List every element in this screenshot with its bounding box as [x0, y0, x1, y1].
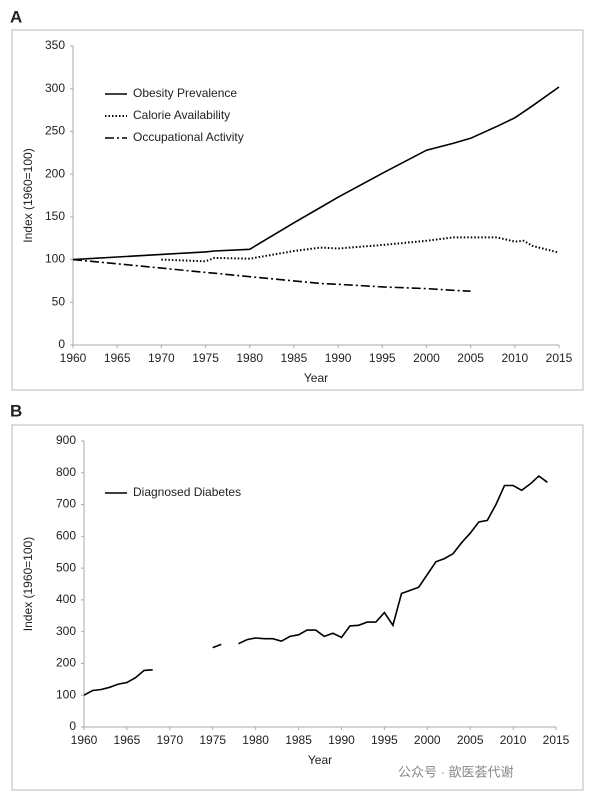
series-line [161, 236, 560, 263]
y-tick-label: 800 [56, 465, 76, 479]
x-tick-label: 1975 [192, 351, 219, 365]
x-tick-label: 2010 [500, 733, 527, 747]
x-tick-label: 1980 [236, 351, 263, 365]
y-axis-label: Index (1960=100) [21, 537, 35, 631]
series-line [72, 86, 560, 261]
y-axis-label: Index (1960=100) [21, 148, 35, 242]
y-tick-label: 250 [45, 124, 65, 138]
panel-label: B [10, 401, 22, 420]
x-axis-label: Year [304, 371, 328, 385]
x-tick-label: 1980 [242, 733, 269, 747]
x-tick-label: 1985 [281, 351, 308, 365]
x-tick-label: 2005 [457, 351, 484, 365]
y-tick-label: 500 [56, 560, 76, 574]
x-tick-label: 1965 [114, 733, 141, 747]
y-tick-label: 700 [56, 497, 76, 511]
x-tick-label: 1990 [328, 733, 355, 747]
x-tick-label: 2000 [413, 351, 440, 365]
y-tick-label: 100 [45, 252, 65, 266]
x-tick-label: 1995 [369, 351, 396, 365]
y-tick-label: 150 [45, 209, 65, 223]
x-tick-label: 1965 [104, 351, 131, 365]
x-tick-label: 2010 [501, 351, 528, 365]
x-tick-label: 1995 [371, 733, 398, 747]
x-tick-label: 2015 [546, 351, 573, 365]
legend-label: Obesity Prevalence [133, 86, 237, 100]
y-tick-label: 50 [52, 294, 66, 308]
y-tick-label: 350 [45, 38, 65, 52]
series-line [72, 258, 471, 292]
x-tick-label: 1960 [71, 733, 98, 747]
y-tick-label: 300 [56, 624, 76, 638]
series-line [83, 474, 548, 696]
x-tick-label: 2000 [414, 733, 441, 747]
panel-frame [11, 29, 584, 391]
y-tick-label: 600 [56, 529, 76, 543]
x-axis-label: Year [308, 753, 332, 767]
legend-label: Diagnosed Diabetes [133, 485, 241, 499]
y-tick-label: 100 [56, 687, 76, 701]
y-tick-label: 400 [56, 592, 76, 606]
x-tick-label: 2005 [457, 733, 484, 747]
y-tick-label: 0 [69, 719, 76, 733]
y-tick-label: 0 [58, 337, 65, 351]
y-tick-label: 200 [45, 166, 65, 180]
legend-label: Calorie Availability [133, 108, 230, 122]
x-tick-label: 1970 [156, 733, 183, 747]
y-tick-label: 300 [45, 81, 65, 95]
watermark: 公众号 · 歆医荟代谢 [398, 764, 514, 779]
x-tick-label: 1970 [148, 351, 175, 365]
panel-label: A [10, 7, 22, 26]
y-tick-label: 900 [56, 433, 76, 447]
legend-label: Occupational Activity [133, 130, 244, 144]
panel-frame [11, 424, 584, 791]
x-tick-label: 1990 [325, 351, 352, 365]
x-tick-label: 1960 [60, 351, 87, 365]
x-tick-label: 1985 [285, 733, 312, 747]
x-tick-label: 2015 [543, 733, 570, 747]
x-tick-label: 1975 [199, 733, 226, 747]
y-tick-label: 200 [56, 656, 76, 670]
